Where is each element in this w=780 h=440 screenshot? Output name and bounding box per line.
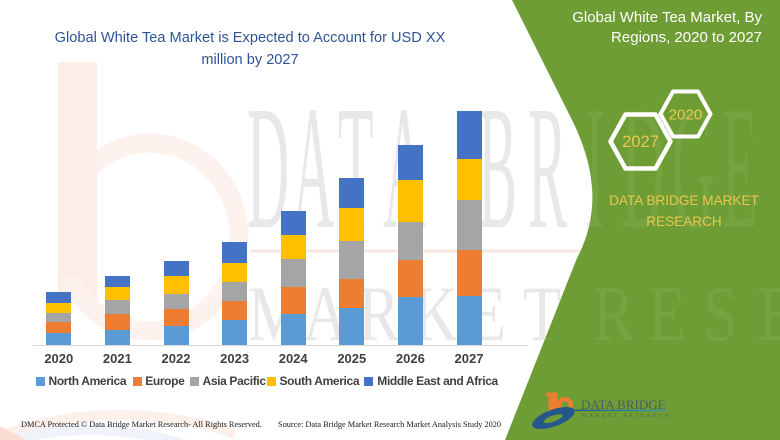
svg-text:2020: 2020 [669,107,703,124]
svg-text:2027: 2027 [622,132,659,151]
